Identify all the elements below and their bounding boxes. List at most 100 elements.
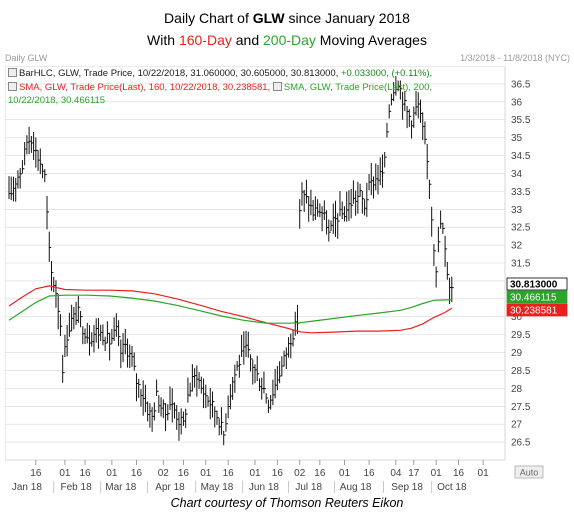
- price-bar: [319, 203, 322, 218]
- price-bar: [160, 397, 164, 417]
- x-month-label: Oct 18: [437, 482, 467, 493]
- price-bar: [241, 334, 244, 357]
- price-bar: [437, 226, 441, 253]
- price-chart[interactable]: 26.52727.52828.52929.53030.53131.53232.5…: [5, 66, 570, 496]
- price-bar: [395, 76, 398, 96]
- price-bar: [422, 112, 425, 141]
- price-bar: [212, 391, 215, 418]
- price-bar: [218, 418, 222, 436]
- price-bar: [191, 364, 195, 392]
- price-bar: [417, 92, 421, 119]
- price-bar: [390, 93, 394, 106]
- x-month-label: Jun 18: [249, 482, 279, 493]
- price-bar: [303, 189, 307, 213]
- price-bar: [89, 325, 92, 356]
- price-bar: [97, 317, 101, 349]
- x-day-label: 16: [272, 468, 284, 479]
- y-tick-label: 29: [511, 348, 523, 359]
- price-bar: [276, 365, 280, 391]
- x-month-label: Feb 18: [61, 482, 93, 493]
- price-bar: [196, 365, 199, 397]
- y-tick-label: 35: [511, 133, 523, 144]
- price-bar: [198, 372, 202, 389]
- price-bar: [310, 189, 313, 216]
- x-day-label: 01: [200, 468, 212, 479]
- price-bar: [238, 354, 242, 378]
- price-bar: [59, 314, 63, 337]
- price-bar: [346, 191, 349, 222]
- y-tick-label: 31.5: [511, 259, 531, 270]
- line-chart-icon: [272, 82, 282, 91]
- price-bar: [140, 389, 143, 407]
- price-bar: [122, 332, 126, 363]
- price-bar: [393, 82, 396, 102]
- price-bar: [402, 91, 405, 120]
- price-bar: [48, 231, 52, 262]
- price-bar: [281, 356, 284, 377]
- y-tick-label: 27.5: [511, 402, 531, 413]
- chart-title-suffix: since January 2018: [284, 10, 410, 26]
- price-bar: [178, 412, 181, 441]
- price-bar: [214, 406, 217, 428]
- chart-title: Daily Chart of GLW since January 2018: [0, 10, 574, 26]
- x-day-label: 04: [390, 468, 402, 479]
- price-bar: [364, 199, 367, 216]
- price-bar: [299, 199, 302, 229]
- price-bar: [317, 199, 320, 217]
- price-bar: [261, 377, 264, 400]
- price-bar: [64, 334, 67, 358]
- price-bar: [274, 368, 278, 399]
- x-day-label: 01: [59, 468, 71, 479]
- legend-sma200-value: 10/22/2018, 30.466115: [8, 95, 106, 106]
- price-bar: [426, 144, 430, 180]
- sma-160-line: [8, 285, 453, 334]
- price-bar: [80, 310, 83, 328]
- chart-date-range: 1/3/2018 - 11/8/2018 (NYC): [460, 53, 570, 63]
- x-day-label: 01: [339, 468, 351, 479]
- price-bar: [68, 312, 72, 337]
- price-bar: [431, 206, 434, 237]
- price-bar: [109, 332, 112, 361]
- x-month-label: May 18: [201, 482, 234, 493]
- price-bar: [440, 210, 443, 229]
- price-bar: [216, 410, 219, 425]
- auto-scale-label: Auto: [520, 468, 539, 478]
- price-label-box: [506, 277, 568, 291]
- price-bar: [368, 174, 372, 191]
- price-bar: [151, 407, 155, 432]
- price-bar: [386, 122, 389, 138]
- price-bar: [28, 126, 32, 155]
- y-tick-label: 33: [511, 205, 523, 216]
- price-bar: [62, 354, 65, 383]
- price-bar: [352, 180, 356, 204]
- price-bar: [8, 176, 11, 199]
- chart-name-label: Daily GLW: [5, 53, 48, 63]
- price-bar: [129, 344, 132, 368]
- price-bar: [294, 311, 298, 336]
- price-bar: [359, 183, 363, 197]
- price-bar: [296, 304, 300, 334]
- price-bar: [223, 430, 226, 446]
- price-bar: [247, 331, 251, 358]
- y-tick-label: 28.5: [511, 366, 531, 377]
- subtitle-mid: and: [231, 32, 263, 48]
- legend-barhlc[interactable]: BarHLC, GLW, Trade Price, 10/22/2018, 31…: [8, 68, 432, 79]
- price-bar: [33, 131, 36, 161]
- price-bar: [100, 324, 103, 342]
- chart-subtitle: With 160-Day and 200-Day Moving Averages: [0, 32, 574, 48]
- price-bar: [229, 384, 233, 410]
- legend-sma[interactable]: SMA, GLW, Trade Price(Last), 160, 10/22/…: [8, 82, 432, 93]
- price-bar: [323, 200, 327, 220]
- price-bar: [24, 142, 27, 166]
- price-bar: [258, 378, 262, 391]
- price-bar: [77, 295, 81, 323]
- price-bar: [156, 379, 159, 397]
- price-bar: [370, 163, 374, 196]
- price-bar: [44, 169, 47, 183]
- price-bar: [71, 304, 74, 332]
- auto-scale-button[interactable]: [514, 465, 544, 479]
- price-bar: [377, 165, 380, 195]
- price-bar: [328, 219, 331, 242]
- price-bar: [176, 405, 179, 430]
- price-bar: [341, 201, 345, 220]
